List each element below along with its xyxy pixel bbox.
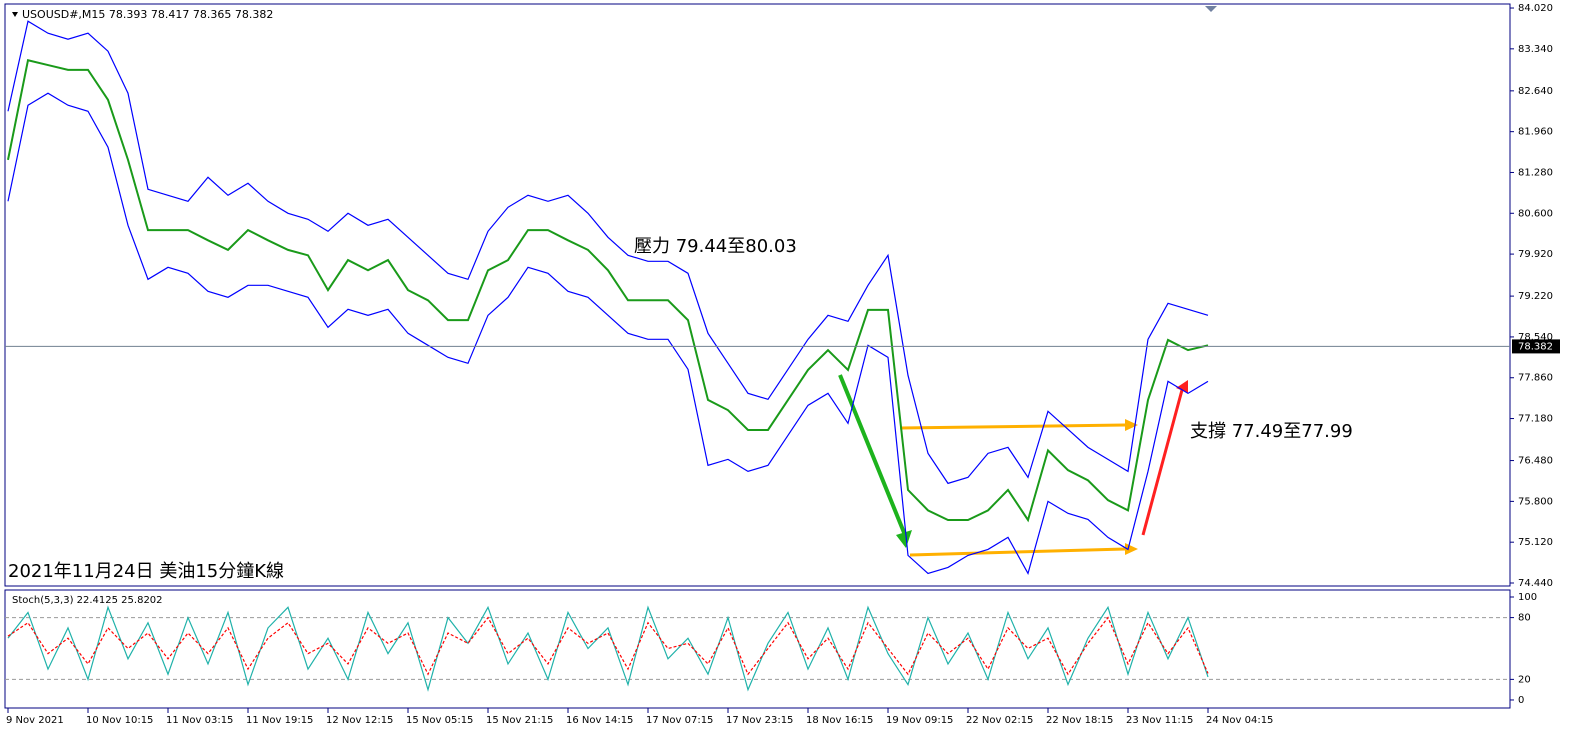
series-line [7, 59, 1209, 523]
x-tick-label: 15 Nov 05:15 [406, 715, 473, 726]
y-tick-label: 81.960 [1518, 127, 1553, 138]
y-tick-label: 83.340 [1518, 44, 1553, 55]
annotation: 2021年11月24日 美油15分鐘K線 [8, 561, 284, 582]
shift-marker [1205, 6, 1217, 12]
y-tick-label: 20 [1518, 674, 1531, 685]
x-tick-label: 23 Nov 11:15 [1126, 715, 1193, 726]
y-tick-label: 77.860 [1518, 373, 1553, 384]
y-tick-label: 79.220 [1518, 291, 1553, 302]
series-line [7, 20, 1209, 485]
y-tick-label: 76.480 [1518, 456, 1553, 467]
chart-title: USOUSD#,M15 78.393 78.417 78.365 78.382 [22, 8, 273, 21]
y-tick-label: 0 [1518, 695, 1524, 706]
y-tick-label: 75.800 [1518, 496, 1553, 507]
down-arrow-head [896, 530, 912, 548]
x-tick-label: 15 Nov 21:15 [486, 715, 553, 726]
series-line [7, 616, 1209, 676]
x-tick-label: 10 Nov 10:15 [86, 715, 153, 726]
main-panel [4, 3, 1511, 587]
y-tick-label: 100 [1518, 592, 1537, 603]
x-tick-label: 22 Nov 18:15 [1046, 715, 1113, 726]
y-tick-label: 75.120 [1518, 537, 1553, 548]
x-tick-label: 16 Nov 14:15 [566, 715, 633, 726]
symbol-arrow [12, 12, 18, 17]
y-tick-label: 84.020 [1518, 3, 1553, 14]
y-tick-label: 82.640 [1518, 86, 1553, 97]
annotation: 壓力 79.44至80.03 [634, 236, 797, 257]
down-arrow [838, 374, 907, 536]
x-tick-label: 12 Nov 12:15 [326, 715, 393, 726]
y-tick-label: 74.440 [1518, 578, 1553, 589]
x-tick-label: 17 Nov 07:15 [646, 715, 713, 726]
arrows [838, 374, 1188, 557]
x-tick-label: 24 Nov 04:15 [1206, 715, 1273, 726]
annotation: 支撐 77.49至77.99 [1190, 421, 1353, 442]
x-tick-label: 22 Nov 02:15 [966, 715, 1033, 726]
current-price-label: 78.382 [1518, 341, 1553, 352]
y-tick-label: 80.600 [1518, 208, 1553, 219]
current-price-box [1512, 339, 1560, 354]
x-tick-label: 11 Nov 03:15 [166, 715, 233, 726]
up-arrow-head [1176, 380, 1188, 393]
x-tick-label: 19 Nov 09:15 [886, 715, 953, 726]
y-tick-label: 81.280 [1518, 167, 1553, 178]
series-line [7, 605, 1209, 692]
support-arrow [909, 547, 1126, 557]
x-tick-label: 17 Nov 23:15 [726, 715, 793, 726]
stoch-title: Stoch(5,3,3) 22.4125 25.8202 [12, 595, 163, 606]
x-tick-label: 9 Nov 2021 [6, 715, 64, 726]
up-arrow [1141, 389, 1184, 536]
resistance-arrow [899, 423, 1126, 430]
y-tick-label: 78.540 [1518, 332, 1553, 343]
series-line [7, 92, 1209, 575]
resistance-arrow-head [1125, 419, 1138, 431]
y-tick-label: 77.180 [1518, 414, 1553, 425]
y-tick-label: 79.920 [1518, 249, 1553, 260]
y-tick-label: 80 [1518, 613, 1531, 624]
stoch-panel [4, 589, 1511, 709]
x-tick-label: 11 Nov 19:15 [246, 715, 313, 726]
x-tick-label: 18 Nov 16:15 [806, 715, 873, 726]
